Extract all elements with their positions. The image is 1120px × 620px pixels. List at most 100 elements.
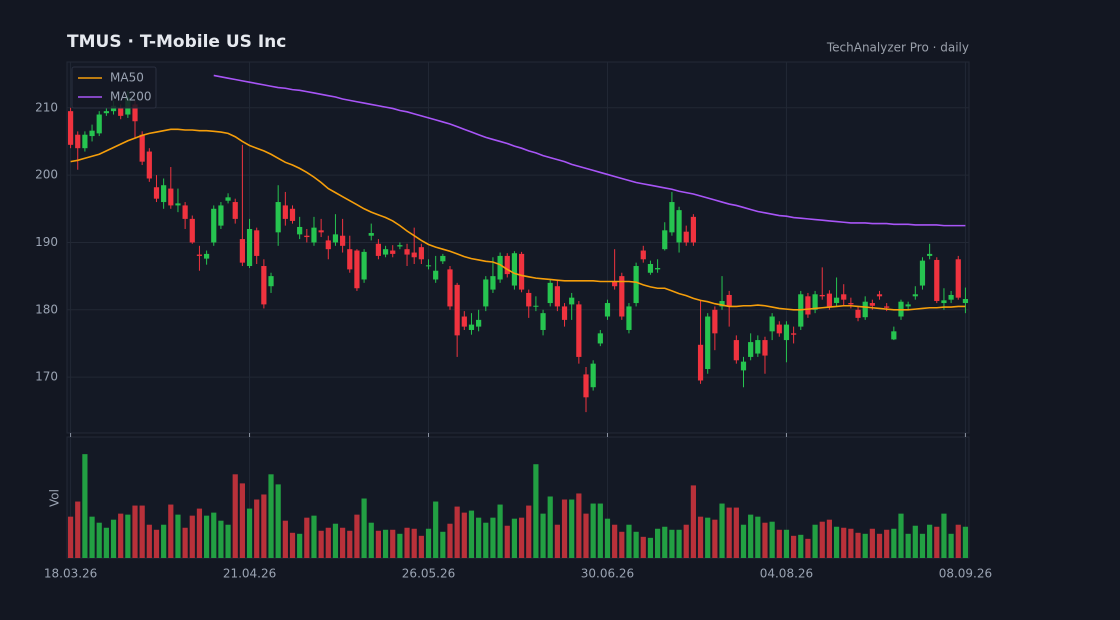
volume-bar xyxy=(382,529,389,558)
volume-bar xyxy=(239,483,245,558)
candle-body xyxy=(769,316,775,332)
volume-bar xyxy=(540,513,546,558)
legend: MA50 MA200 xyxy=(71,66,157,109)
volume-bar xyxy=(461,512,467,558)
x-tick-label: 26.05.26 xyxy=(402,567,455,581)
volume-bar xyxy=(268,474,274,558)
volume-bar xyxy=(390,529,396,558)
candle-body xyxy=(382,249,389,255)
volume-bar xyxy=(404,527,410,558)
candle-body xyxy=(819,294,825,297)
volume-panel xyxy=(66,436,970,559)
candle-body xyxy=(604,303,611,317)
volume-bar xyxy=(697,516,704,558)
volume-bar xyxy=(884,529,890,558)
candle-body xyxy=(683,231,689,243)
volume-bar xyxy=(855,532,861,558)
volume-bar xyxy=(103,527,109,558)
candle-body xyxy=(225,197,231,201)
volume-bar xyxy=(776,529,782,558)
volume-bar xyxy=(332,523,339,558)
candle-body xyxy=(805,296,811,315)
volume-bar xyxy=(626,524,632,558)
candle-body xyxy=(311,227,317,243)
chart-subtitle: TechAnalyzer Pro · daily xyxy=(826,41,969,55)
candle-body xyxy=(440,255,446,262)
candle-body xyxy=(912,294,918,297)
candle-body xyxy=(941,300,947,304)
candle-body xyxy=(332,234,339,243)
volume-bar xyxy=(719,503,725,558)
volume-bar xyxy=(862,533,868,558)
candle-body xyxy=(662,230,668,250)
volume-bar xyxy=(647,537,654,558)
candle-body xyxy=(433,270,439,280)
volume-bar xyxy=(934,526,940,558)
volume-bar xyxy=(833,526,840,558)
candle-body xyxy=(239,239,245,263)
candle-body xyxy=(497,255,503,280)
candle-body xyxy=(719,301,725,307)
volume-bar xyxy=(905,533,911,558)
y-tick-label: 190 xyxy=(35,235,58,249)
candle-body xyxy=(161,185,167,203)
volume-bar xyxy=(569,499,575,558)
candle-body xyxy=(96,114,102,134)
candle-body xyxy=(776,324,782,334)
candle-body xyxy=(483,279,489,307)
volume-bar xyxy=(418,535,424,558)
volume-bar xyxy=(218,520,224,558)
candle-body xyxy=(189,218,195,243)
volume-bar xyxy=(791,535,797,558)
candle-body xyxy=(218,205,224,226)
candle-body xyxy=(246,228,253,267)
volume-bar xyxy=(153,529,160,558)
volume-bar xyxy=(812,524,818,558)
volume-bar xyxy=(604,518,611,558)
volume-bar xyxy=(254,499,260,558)
candle-body xyxy=(855,309,861,318)
candle-body xyxy=(175,203,181,206)
candle-body xyxy=(927,253,933,256)
volume-bar xyxy=(82,454,88,558)
x-tick-label: 08.09.26 xyxy=(939,567,992,581)
volume-bar xyxy=(826,519,833,558)
candle-body xyxy=(569,297,575,305)
volume-bar xyxy=(411,528,417,558)
volume-bar xyxy=(189,515,195,558)
legend-label: MA50 xyxy=(110,71,144,85)
candle-body xyxy=(196,254,203,256)
y-tick-label: 170 xyxy=(35,370,58,384)
volume-bar xyxy=(211,512,217,558)
candle-body xyxy=(619,276,625,317)
volume-bar xyxy=(318,530,324,558)
candle-body xyxy=(375,243,382,256)
volume-bar xyxy=(132,505,138,558)
volume-bar xyxy=(733,507,739,558)
volume-bar xyxy=(633,531,639,558)
candle-body xyxy=(518,253,525,290)
candle-body xyxy=(540,313,546,330)
volume-bar xyxy=(96,522,102,558)
volume-bar xyxy=(146,524,152,558)
candle-body xyxy=(89,130,95,137)
legend-label: MA200 xyxy=(110,90,151,104)
candle-body xyxy=(733,340,739,361)
candle-body xyxy=(318,230,324,233)
y-tick-label: 200 xyxy=(35,168,58,182)
volume-bar xyxy=(597,503,603,558)
volume-bar xyxy=(518,517,525,558)
volume-bar xyxy=(504,525,510,558)
volume-bar xyxy=(612,524,618,558)
volume-bar xyxy=(468,510,475,558)
volume-bar xyxy=(168,504,174,558)
volume-bar xyxy=(275,484,281,558)
volume-bar xyxy=(325,527,331,558)
candle-body xyxy=(526,292,532,307)
volume-bar xyxy=(619,531,625,558)
volume-bar xyxy=(740,524,747,558)
candle-body xyxy=(612,281,618,287)
volume-bar xyxy=(368,522,374,558)
volume-bar xyxy=(819,521,825,558)
